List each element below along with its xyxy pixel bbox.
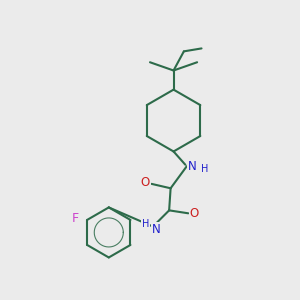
Text: F: F	[72, 212, 79, 225]
Text: H: H	[201, 164, 209, 173]
Text: N: N	[188, 160, 197, 173]
Text: O: O	[190, 207, 199, 220]
Text: N: N	[152, 223, 161, 236]
Text: O: O	[140, 176, 150, 189]
Text: H: H	[142, 219, 149, 229]
